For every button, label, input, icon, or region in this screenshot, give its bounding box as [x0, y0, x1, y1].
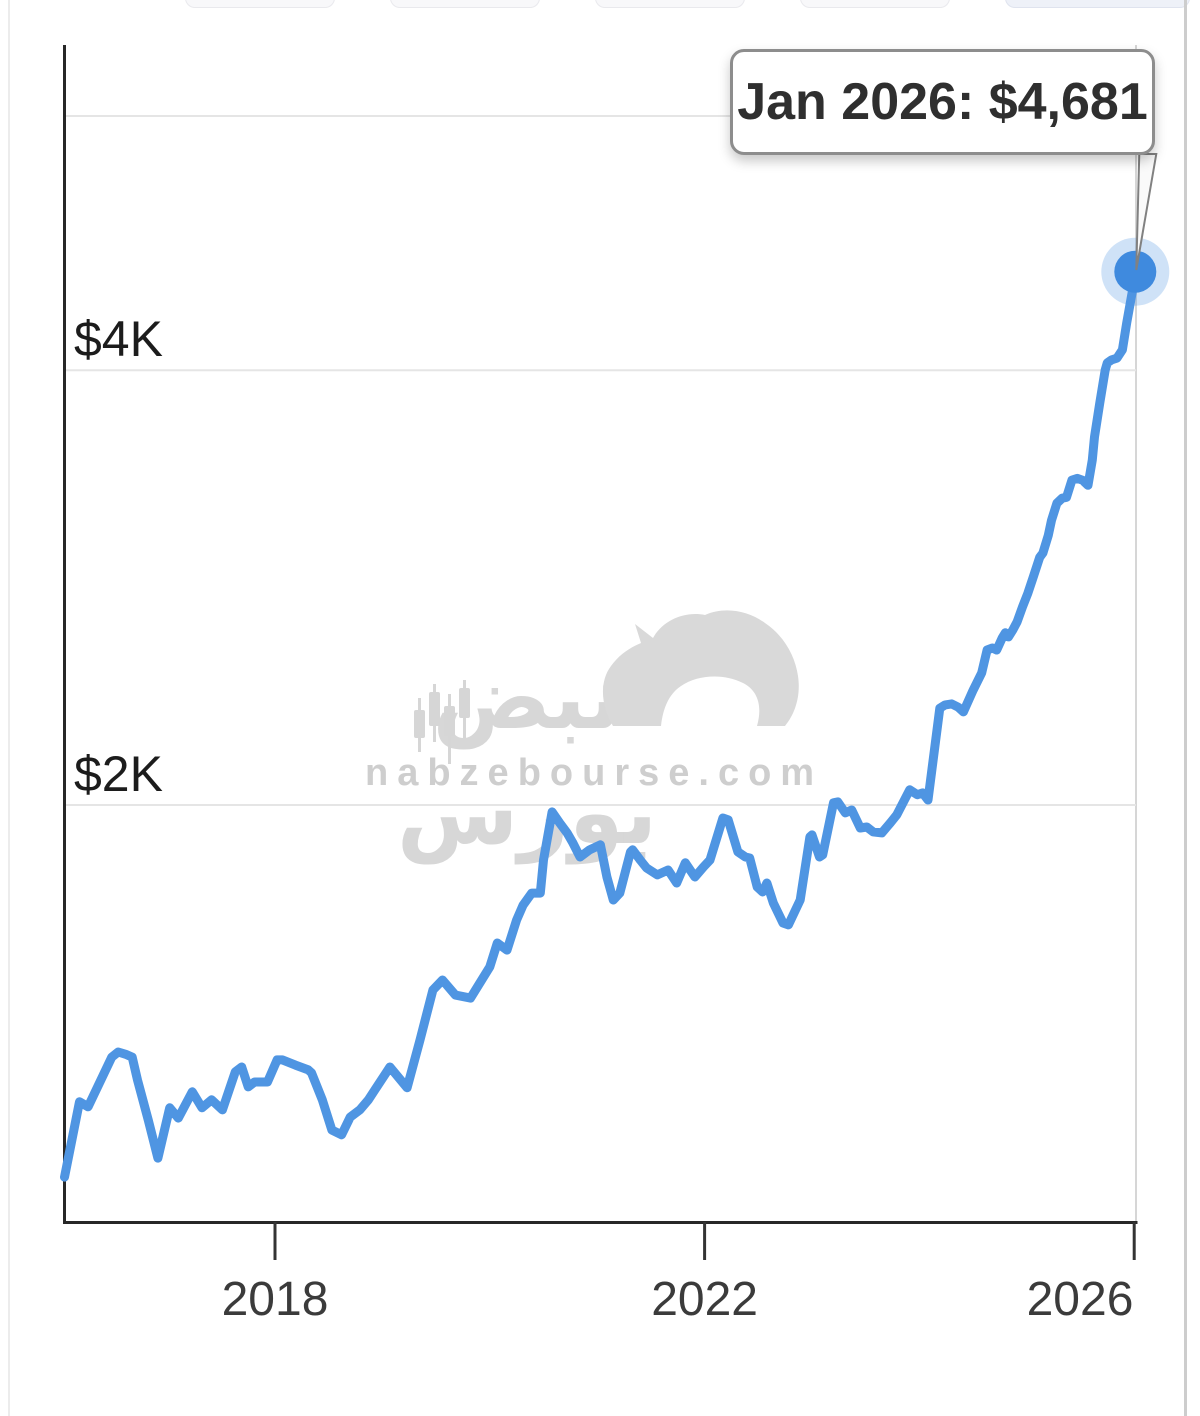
y-tick-label-4k: $4K	[74, 311, 163, 368]
card-right-border	[1184, 0, 1187, 1416]
price-line[interactable]	[60, 267, 1140, 1182]
watermark-logo-text: نبض بورس	[396, 646, 658, 864]
tooltip: Jan 2026: $4,681	[730, 49, 1155, 155]
x-tick-label-2022: 2022	[651, 1273, 758, 1326]
x-axis-ticks	[273, 1222, 1136, 1260]
last-point-marker[interactable]	[1114, 250, 1157, 293]
gridlines	[64, 115, 1136, 806]
watermark-site-text: nabzebourse.com	[365, 752, 824, 794]
x-tick-label-2026: 2026	[1026, 1273, 1134, 1326]
bull-icon	[602, 610, 799, 726]
candlestick-icon	[414, 680, 470, 764]
y-tick-label-2k: $2K	[74, 746, 163, 802]
card-left-border	[8, 0, 10, 1416]
tooltip-pointer	[1135, 153, 1158, 271]
x-tick-label-2018: 2018	[221, 1273, 329, 1326]
